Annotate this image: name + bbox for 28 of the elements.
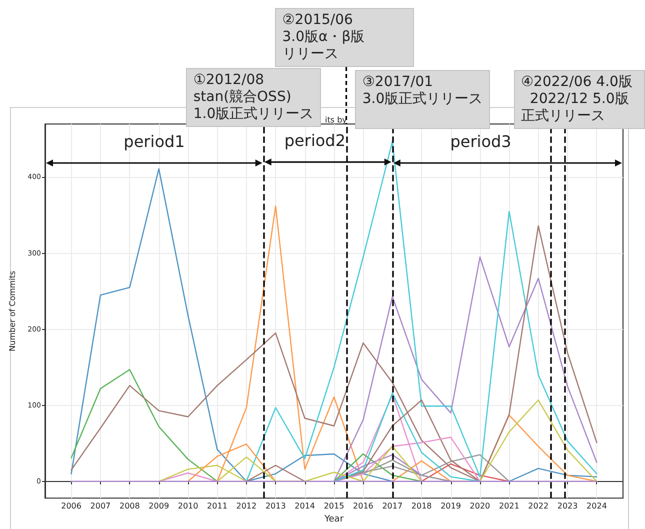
x-tick-label: 2016	[353, 502, 374, 511]
x-tick-label: 2008	[119, 502, 140, 511]
x-tick-label: 2007	[90, 502, 111, 511]
x-tick-label: 2009	[148, 502, 170, 511]
x-tick-label: 2017	[382, 502, 403, 511]
x-tick-label: 2015	[324, 502, 344, 511]
x-tick-label: 2013	[265, 502, 286, 511]
x-tick-label: 2012	[236, 502, 257, 511]
x-tick-label: 2011	[207, 502, 228, 511]
x-tick-label: 2010	[178, 502, 198, 511]
x-tick-label: 2022	[528, 502, 549, 511]
ref-line-label: ④2022/06 4.0版 2022/12 5.0版正式リリース	[514, 70, 645, 129]
x-tick-label: 2014	[294, 502, 315, 511]
ref-line-label: ②2015/06 3.0版α・β版リリース	[275, 8, 414, 67]
annotation: period1	[124, 132, 185, 152]
annotation: period2	[284, 131, 346, 152]
ref-line-label: ③2017/01 3.0版正式リリース	[355, 70, 490, 129]
x-tick-label: 2024	[586, 502, 607, 511]
x-tick-label: 2018	[411, 502, 432, 511]
x-tick-label: 2006	[61, 502, 82, 511]
annotation: period3	[450, 132, 512, 152]
x-tick-label: 2023	[557, 502, 578, 511]
x-axis-title: Year	[323, 514, 344, 524]
ref-line-label: ①2012/08 stan(競合OSS) 1.0版正式リリース	[186, 68, 321, 127]
x-tick-label: 2020	[470, 502, 490, 511]
x-tick-label: 2019	[440, 502, 461, 511]
x-tick-label: 2021	[498, 502, 520, 511]
y-axis-title: Number of Commits	[8, 270, 18, 352]
